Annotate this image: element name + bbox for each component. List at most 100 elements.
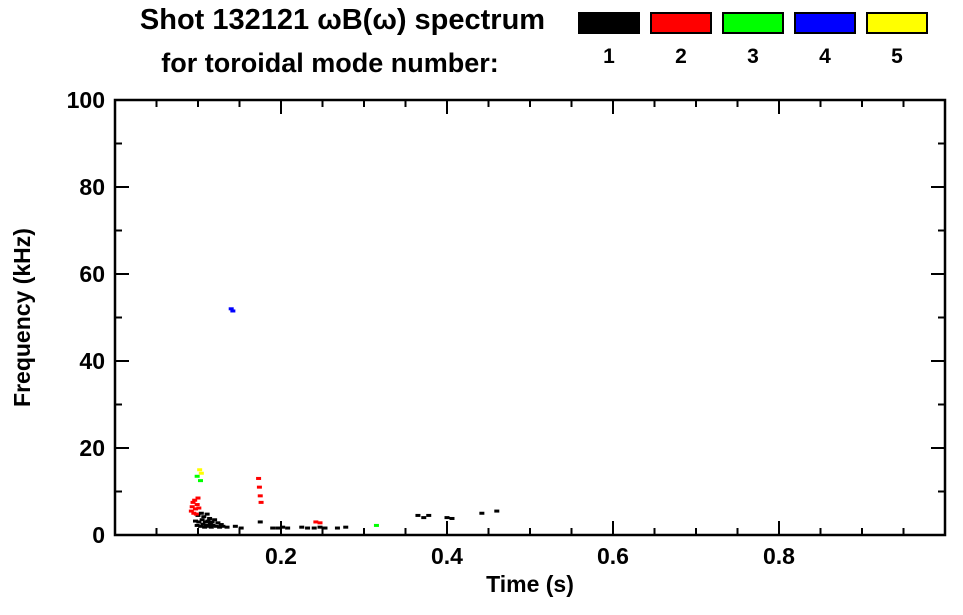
data-point <box>311 526 317 530</box>
data-point <box>317 525 323 529</box>
data-point <box>205 519 211 523</box>
data-point <box>257 494 263 498</box>
y-axis-title: Frequency (kHz) <box>9 228 35 407</box>
y-tick-label: 80 <box>79 174 105 200</box>
chart-title-line1: Shot 132121 ωB(ω) spectrum <box>139 4 546 36</box>
legend-swatch <box>866 12 928 34</box>
data-point <box>212 518 218 522</box>
data-point <box>207 516 213 520</box>
data-point <box>258 500 264 504</box>
data-point <box>209 520 215 524</box>
data-point <box>198 511 204 515</box>
data-point <box>232 524 238 528</box>
data-point <box>217 525 223 529</box>
data-point <box>305 526 311 530</box>
x-axis-title: Time (s) <box>486 571 574 597</box>
legend-mode-label: 5 <box>891 45 903 68</box>
series-mode-1 <box>193 509 500 530</box>
data-point <box>196 506 202 510</box>
y-tick-label: 40 <box>79 348 105 374</box>
data-point <box>220 524 226 528</box>
data-point <box>210 523 216 527</box>
legend-mode-3: 3 <box>722 12 784 67</box>
data-point <box>207 522 213 526</box>
data-point <box>230 309 236 313</box>
data-point <box>195 496 201 500</box>
y-tick-label: 20 <box>79 435 105 461</box>
data-point <box>317 521 323 525</box>
series-mode-3 <box>194 474 379 527</box>
legend-swatch <box>722 12 784 34</box>
y-tick-label: 0 <box>92 522 105 548</box>
data-point <box>275 526 281 530</box>
data-point <box>224 525 230 529</box>
data-point <box>193 512 199 516</box>
data-point <box>199 518 205 522</box>
legend-mode-2: 2 <box>650 12 712 67</box>
legend-mode-1: 1 <box>578 12 640 67</box>
data-point <box>193 519 199 523</box>
data-point <box>200 522 206 526</box>
data-point <box>218 523 224 527</box>
data-point <box>444 516 450 520</box>
data-point <box>204 512 210 516</box>
data-point <box>197 468 203 472</box>
data-point <box>202 525 208 529</box>
data-point <box>343 525 349 529</box>
data-point <box>198 471 204 475</box>
data-point <box>188 509 194 513</box>
data-point <box>192 498 198 502</box>
y-tick-labels: 0 20 40 60 80 100 <box>67 87 105 548</box>
data-point <box>197 479 203 483</box>
legend-mode-label: 2 <box>675 45 687 68</box>
data-point <box>426 513 432 517</box>
data-point <box>415 513 421 517</box>
legend-swatch <box>650 12 712 34</box>
data-point <box>285 526 291 530</box>
data-point <box>190 500 196 504</box>
data-point <box>238 526 244 530</box>
data-point <box>228 307 234 311</box>
x-tick-label: 0.2 <box>265 543 297 569</box>
x-tick-label: 0.6 <box>597 543 629 569</box>
series-mode-4 <box>228 307 236 313</box>
data-point <box>196 520 202 524</box>
data-point <box>494 509 500 513</box>
data-point <box>257 520 263 524</box>
data-point <box>256 485 262 489</box>
data-point <box>322 526 328 530</box>
chart-title-line2: for toroidal mode number: <box>161 48 499 78</box>
data-point <box>215 521 221 525</box>
data-point <box>194 474 200 478</box>
x-tick-labels: 0.2 0.4 0.6 0.8 <box>265 543 795 569</box>
data-point <box>334 526 340 530</box>
series-mode-2 <box>188 476 323 525</box>
data-point <box>280 525 286 529</box>
series-mode-5 <box>197 468 204 475</box>
legend-mode-5: 5 <box>866 12 928 67</box>
legend-mode-label: 4 <box>819 45 831 68</box>
data-point <box>208 525 214 529</box>
data-point <box>449 516 455 520</box>
data-point <box>479 511 485 515</box>
data-point <box>299 525 305 529</box>
data-point <box>197 524 203 528</box>
y-tick-label: 100 <box>67 87 105 113</box>
legend-swatch <box>578 12 640 34</box>
x-tick-label: 0.8 <box>763 543 795 569</box>
x-tick-label: 0.4 <box>431 543 463 569</box>
y-tick-label: 60 <box>79 261 105 287</box>
data-point <box>313 520 319 524</box>
mode-legend: 1 2 3 4 5 <box>578 12 928 67</box>
legend-mode-4: 4 <box>794 12 856 67</box>
data-point <box>270 526 276 530</box>
legend-swatch <box>794 12 856 34</box>
data-point <box>421 516 427 520</box>
legend-mode-label: 3 <box>747 45 759 68</box>
data-point <box>373 523 379 527</box>
data-point <box>201 515 207 519</box>
data-point <box>194 503 200 507</box>
data-point <box>213 524 219 528</box>
